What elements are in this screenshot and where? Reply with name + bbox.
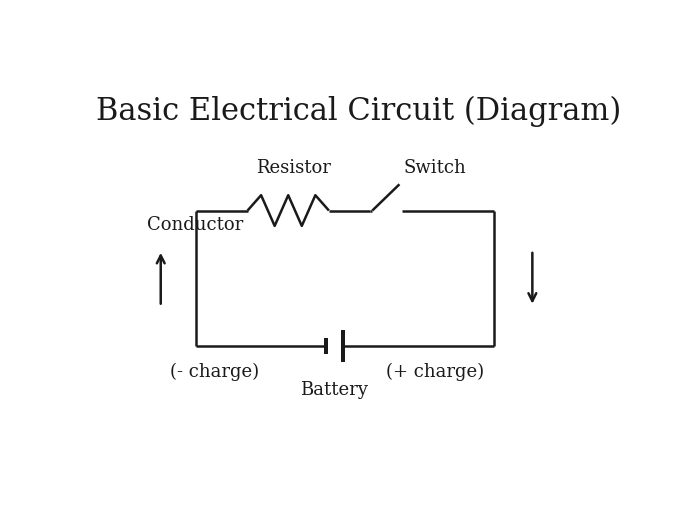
Text: Battery: Battery bbox=[300, 382, 368, 400]
Text: Resistor: Resistor bbox=[256, 159, 331, 177]
Text: Basic Electrical Circuit (Diagram): Basic Electrical Circuit (Diagram) bbox=[96, 96, 622, 127]
Text: Switch: Switch bbox=[403, 159, 466, 177]
Text: Conductor: Conductor bbox=[147, 216, 244, 234]
Text: (+ charge): (+ charge) bbox=[386, 363, 484, 381]
Text: (- charge): (- charge) bbox=[170, 363, 260, 381]
